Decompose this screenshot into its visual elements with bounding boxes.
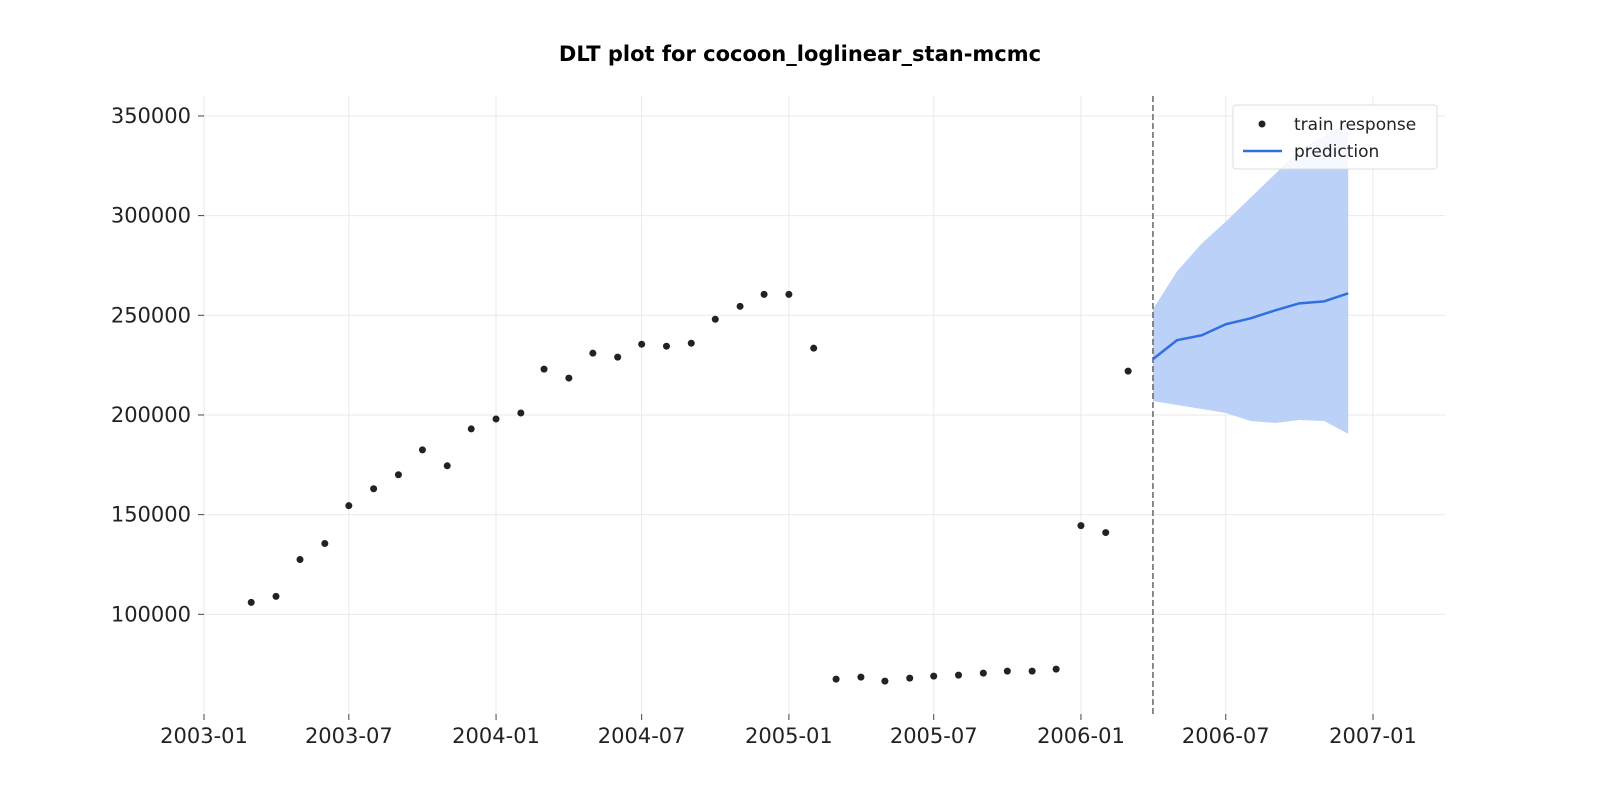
train-response-point — [1028, 667, 1036, 675]
train-points-layer — [247, 290, 1132, 685]
train-response-point — [1124, 367, 1132, 375]
train-response-point — [394, 471, 402, 479]
legend-box — [1232, 104, 1438, 170]
train-response-point — [492, 415, 500, 423]
train-response-point — [443, 462, 451, 470]
x-tick-label: 2003-01 — [160, 724, 248, 748]
train-response-point — [1077, 522, 1085, 530]
train-response-point — [540, 365, 548, 373]
train-response-point — [272, 592, 280, 600]
x-tick-label: 2004-01 — [452, 724, 540, 748]
train-response-point — [711, 315, 719, 323]
prediction-interval-layer — [1152, 121, 1349, 434]
x-tick-label: 2006-07 — [1182, 724, 1270, 748]
train-response-point — [247, 598, 255, 606]
y-tick-label: 350000 — [111, 104, 191, 128]
train-response-point — [785, 290, 793, 298]
y-tick-label: 200000 — [111, 403, 191, 427]
x-tick-label: 2007-01 — [1329, 724, 1417, 748]
train-response-point — [467, 425, 475, 433]
x-tick-label: 2003-07 — [305, 724, 393, 748]
axis-layer: 2003-01 2003-07 2004-01 2004-07 2005-01 2005-… — [111, 104, 1417, 748]
train-response-point — [979, 669, 987, 677]
train-response-point — [930, 672, 938, 680]
legend-prediction-label: prediction — [1294, 142, 1379, 162]
y-tick-label: 100000 — [111, 602, 191, 626]
train-response-point — [517, 409, 525, 417]
train-response-point — [662, 342, 670, 350]
train-response-point — [1052, 665, 1060, 673]
train-response-point — [1003, 667, 1011, 675]
train-response-point — [418, 446, 426, 454]
train-response-point — [736, 302, 744, 310]
y-tick-label: 250000 — [111, 303, 191, 327]
train-response-point — [760, 290, 768, 298]
train-response-point — [810, 344, 818, 352]
train-response-point — [296, 556, 304, 563]
train-response-point — [687, 339, 695, 347]
y-tick-label: 150000 — [111, 503, 191, 527]
prediction-line-layer — [1152, 292, 1349, 361]
x-tick-label: 2006-01 — [1037, 724, 1125, 748]
x-tick-label: 2005-01 — [745, 724, 833, 748]
train-response-point — [955, 671, 963, 679]
train-response-point — [638, 340, 646, 348]
legend-train-label: train response — [1294, 115, 1416, 135]
train-response-point — [832, 675, 840, 683]
prediction-interval-band — [1152, 121, 1349, 434]
train-response-point — [857, 673, 865, 681]
legend: train response prediction — [1232, 104, 1438, 170]
train-response-point — [614, 353, 622, 361]
x-tick-label: 2004-07 — [598, 724, 686, 748]
x-tick-label: 2005-07 — [890, 724, 978, 748]
train-response-point — [906, 674, 914, 682]
prediction-line — [1152, 292, 1349, 361]
legend-train-marker — [1258, 120, 1266, 128]
train-response-point — [321, 540, 329, 548]
train-response-point — [565, 374, 573, 382]
train-response-point — [370, 485, 378, 493]
train-response-point — [1102, 529, 1110, 537]
chart-title: DLT plot for cocoon_loglinear_stan-mcmc — [559, 42, 1041, 66]
train-response-point — [589, 349, 597, 357]
train-response-point — [345, 502, 353, 510]
y-tick-label: 300000 — [111, 204, 191, 228]
train-response-point — [881, 677, 889, 685]
